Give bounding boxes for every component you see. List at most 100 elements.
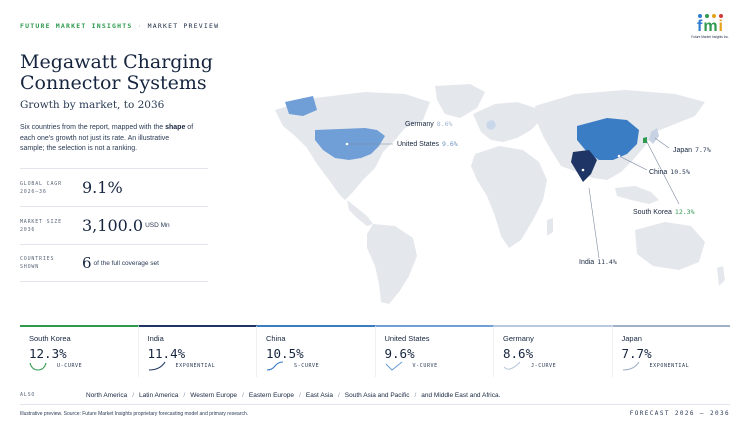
logo-dot (697, 14, 702, 18)
map-label-united-states: United States 9.6% (397, 140, 458, 148)
map-label-name: China (649, 169, 668, 176)
page-title: Megawatt Charging Connector Systems (20, 51, 213, 94)
leader-line-japan (654, 137, 670, 149)
region-link[interactable]: Western Europe (190, 391, 238, 399)
land-madagascar (547, 218, 553, 236)
country-united-states-alaska[interactable] (285, 96, 317, 116)
logo-dots (688, 14, 732, 18)
country-china[interactable] (577, 118, 639, 160)
description-part: of each one's growth not just its rate. … (20, 124, 194, 152)
stat-countries-shown: COUNTRIES SHOWN 6 of the full coverage set (20, 244, 208, 282)
map-label-pct: 8.6% (436, 120, 453, 128)
stat-label: GLOBAL CAGR 2026–36 (20, 180, 82, 196)
stat-label-line: COUNTRIES (20, 256, 55, 262)
country-card[interactable]: Germany 8.6% J-CURVE (494, 325, 613, 377)
brand-name: FUTURE MARKET INSIGHTS (20, 22, 133, 30)
card-shape: U-CURVE (29, 361, 82, 371)
logo-letter: f (696, 18, 703, 35)
map-label-name: Japan (673, 147, 693, 154)
world-map-svg (275, 84, 725, 304)
shape-stroke (622, 361, 639, 371)
card-shape-label: EXPONENTIAL (175, 363, 216, 369)
also-row: ALSO North America / Latin America / Western… (20, 389, 730, 401)
logo-dot (704, 14, 709, 18)
description-bold: shape (165, 124, 186, 131)
country-card[interactable]: United States 9.6% V-CURVE (375, 325, 494, 377)
map-label-pct: 9.6% (442, 140, 458, 148)
card-growth-value: 8.6% (503, 346, 534, 361)
country-india[interactable] (571, 150, 597, 182)
leader-line-india (588, 187, 600, 259)
stat-label-line: MARKET SIZE (20, 218, 62, 225)
card-shape: J-CURVE (503, 361, 556, 371)
land-africa (471, 146, 547, 248)
stat-label: COUNTRIES SHOWN (20, 255, 82, 271)
map-label-name: Germany (405, 121, 434, 128)
card-country-name: Germany (503, 334, 534, 343)
stat-value: 3,100.0 (82, 216, 144, 235)
card-shape: S-CURVE (266, 361, 319, 371)
stat-market-size: MARKET SIZE 2036 3,100.0 USD Mn (20, 206, 208, 244)
land-new-zealand (717, 266, 725, 286)
region-separator: / (299, 391, 301, 399)
stat-label: MARKET SIZE 2036 (20, 218, 82, 234)
country-japan[interactable] (649, 128, 659, 144)
marker-dot (617, 154, 621, 158)
region-link[interactable]: North America (86, 391, 128, 399)
country-card[interactable]: Japan 7.7% EXPONENTIAL (612, 325, 730, 377)
logo-dot (711, 14, 716, 18)
markers (345, 120, 647, 172)
marker-dot (581, 168, 585, 172)
country-card[interactable]: China 10.5% S-CURVE (257, 325, 376, 377)
card-country-name: China (266, 334, 286, 343)
country-card[interactable]: South Korea 12.3% U-CURVE (20, 325, 139, 377)
shape-stroke (266, 361, 284, 371)
stat-label-line: 2036 (20, 226, 36, 233)
footer: Illustrative preview. Source: Future Mar… (20, 410, 730, 417)
leader-line-korea (646, 141, 680, 205)
card-shape-label: V-CURVE (412, 363, 438, 369)
region-link[interactable]: South Asia and Pacific (344, 391, 410, 399)
region-separator: / (132, 391, 134, 399)
card-shape: EXPONENTIAL (148, 361, 216, 371)
v-curve-icon (385, 361, 402, 371)
map-label-pct: 12.3% (674, 208, 695, 216)
shape-stroke (148, 361, 165, 371)
land-masses (275, 84, 725, 304)
logo-letter: i (718, 18, 723, 35)
region-separator: / (242, 391, 244, 399)
card-growth-value: 9.6% (384, 346, 415, 361)
card-growth-value: 7.7% (621, 346, 652, 361)
region-separator: / (183, 391, 186, 399)
region-link[interactable]: East Asia (305, 391, 333, 399)
shape-stroke (29, 362, 47, 371)
country-card[interactable]: India 11.4% EXPONENTIAL (138, 325, 257, 377)
forecast-period: FORECAST 2026 – 2036 (629, 410, 730, 417)
leader-line-china (618, 155, 648, 171)
card-growth-value: 10.5% (266, 346, 304, 361)
card-growth-value: 12.3% (29, 346, 67, 361)
logo-tagline: Future Market Insights Inc. (691, 35, 729, 39)
exponential-curve-icon (622, 361, 639, 371)
region-link[interactable]: Eastern Europe (248, 391, 295, 399)
card-shape-label: EXPONENTIAL (649, 363, 690, 369)
source-note: Illustrative preview. Source: Future Mar… (20, 410, 249, 417)
card-shape-label: J-CURVE (531, 363, 557, 369)
card-country-name: United States (384, 334, 430, 343)
shape-stroke (385, 361, 402, 371)
world-map: Germany 8.6% United States 9.6% Japan 7.7% … (255, 80, 745, 320)
map-label-pct: 11.4% (597, 258, 617, 266)
stat-value: 9.1% (82, 178, 123, 197)
map-label-name: India (579, 259, 595, 266)
region-link[interactable]: Latin America (139, 391, 179, 399)
logo-dot (718, 14, 723, 18)
stat-label-line: GLOBAL CAGR (20, 180, 62, 187)
map-label-south-korea: South Korea 12.3% (633, 208, 695, 216)
card-growth-value: 11.4% (147, 346, 186, 361)
divider (20, 404, 730, 405)
map-label-pct: 10.5% (670, 168, 690, 176)
region-link[interactable]: and Middle East and Africa. (421, 391, 501, 399)
description-part: Six countries from the report, mapped wi… (20, 124, 166, 131)
